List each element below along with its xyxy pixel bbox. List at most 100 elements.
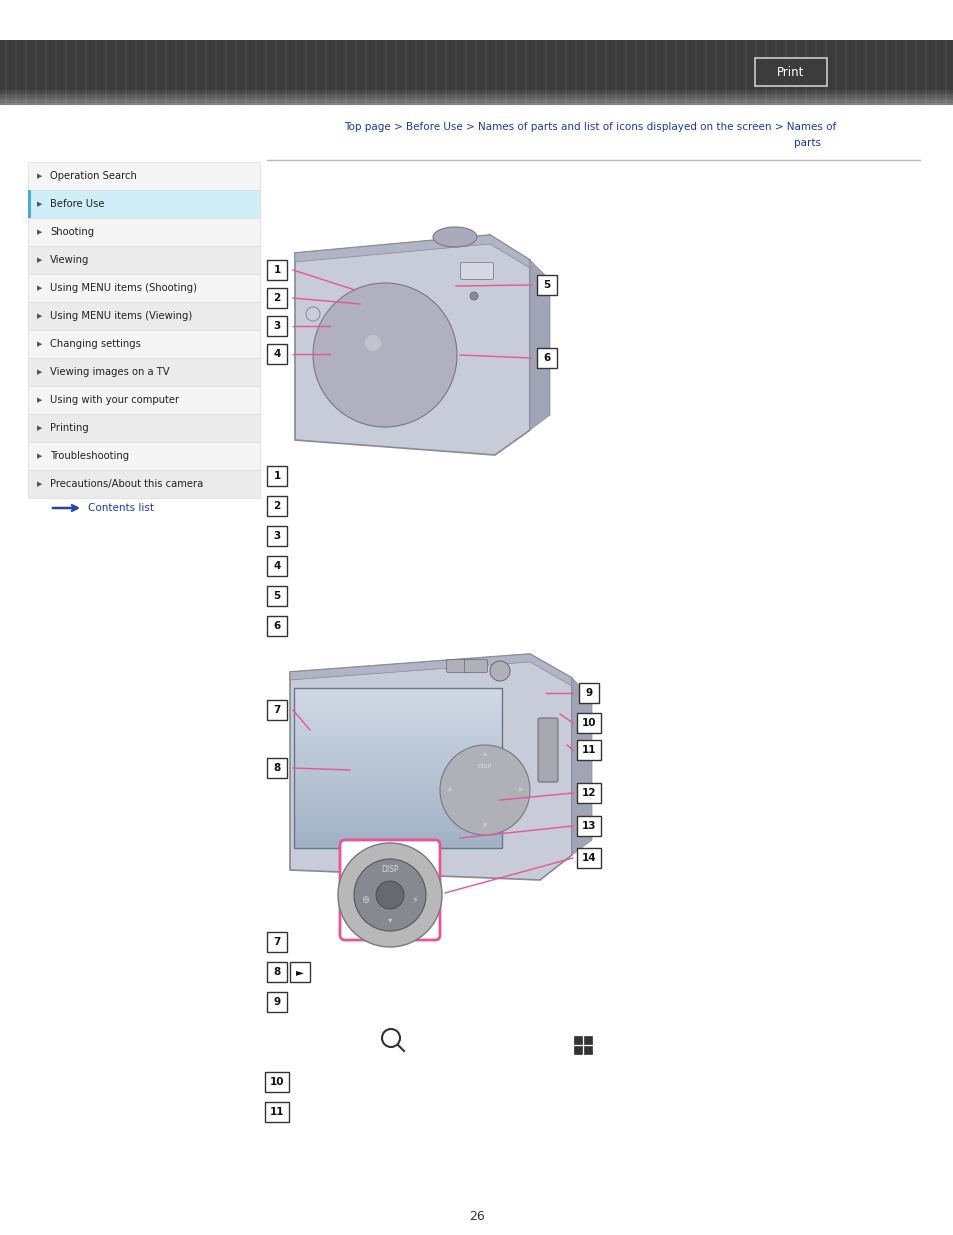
Bar bbox=[70, 40, 72, 105]
Bar bbox=[240, 40, 242, 105]
Text: 9: 9 bbox=[585, 688, 592, 698]
Polygon shape bbox=[530, 261, 550, 430]
Bar bbox=[744, 40, 747, 105]
Bar bbox=[939, 40, 942, 105]
Ellipse shape bbox=[433, 227, 476, 247]
Bar bbox=[574, 1046, 581, 1053]
Bar bbox=[10, 40, 12, 105]
Bar bbox=[814, 40, 817, 105]
Circle shape bbox=[490, 661, 510, 680]
Bar bbox=[609, 40, 612, 105]
Bar bbox=[294, 792, 501, 800]
Bar bbox=[75, 40, 77, 105]
Bar bbox=[834, 40, 837, 105]
Text: Precautions/About this camera: Precautions/About this camera bbox=[50, 479, 203, 489]
Text: 10: 10 bbox=[270, 1077, 284, 1087]
Text: ▶: ▶ bbox=[37, 369, 43, 375]
Bar bbox=[889, 40, 892, 105]
Bar bbox=[28, 219, 260, 246]
Bar bbox=[615, 40, 617, 105]
FancyBboxPatch shape bbox=[578, 683, 598, 703]
Text: ▶: ▶ bbox=[518, 788, 522, 793]
Bar bbox=[28, 358, 260, 387]
Bar bbox=[55, 40, 57, 105]
Bar bbox=[444, 40, 447, 105]
Bar bbox=[325, 40, 327, 105]
Text: 7: 7 bbox=[273, 705, 280, 715]
Circle shape bbox=[369, 338, 400, 370]
Text: ▶: ▶ bbox=[37, 480, 43, 487]
FancyBboxPatch shape bbox=[267, 992, 287, 1011]
Bar bbox=[170, 40, 172, 105]
Text: Viewing: Viewing bbox=[50, 254, 90, 266]
Text: 3: 3 bbox=[274, 321, 280, 331]
Bar bbox=[824, 40, 826, 105]
Text: 11: 11 bbox=[581, 745, 596, 755]
Bar bbox=[125, 40, 128, 105]
Polygon shape bbox=[294, 235, 530, 268]
Bar bbox=[105, 40, 108, 105]
Bar bbox=[35, 40, 37, 105]
FancyBboxPatch shape bbox=[267, 962, 287, 982]
Bar bbox=[424, 40, 427, 105]
Bar bbox=[504, 40, 507, 105]
Bar bbox=[0, 105, 953, 107]
Text: 8: 8 bbox=[274, 967, 280, 977]
FancyBboxPatch shape bbox=[339, 840, 439, 940]
FancyBboxPatch shape bbox=[265, 1102, 289, 1123]
Bar bbox=[894, 40, 897, 105]
Text: Print: Print bbox=[777, 65, 803, 79]
Bar bbox=[405, 40, 407, 105]
Bar bbox=[285, 40, 287, 105]
FancyBboxPatch shape bbox=[537, 348, 557, 368]
Bar bbox=[234, 40, 237, 105]
Bar bbox=[28, 246, 260, 274]
Bar bbox=[544, 40, 547, 105]
Bar bbox=[649, 40, 652, 105]
FancyBboxPatch shape bbox=[267, 261, 287, 280]
Circle shape bbox=[354, 860, 426, 931]
FancyBboxPatch shape bbox=[267, 758, 287, 778]
Bar bbox=[584, 40, 587, 105]
Bar bbox=[604, 40, 607, 105]
Bar bbox=[145, 40, 148, 105]
Bar bbox=[180, 40, 182, 105]
Bar bbox=[40, 40, 43, 105]
Bar bbox=[589, 40, 592, 105]
Bar bbox=[450, 40, 452, 105]
Bar bbox=[294, 704, 501, 713]
Bar bbox=[370, 40, 372, 105]
Bar bbox=[355, 40, 357, 105]
Text: 10: 10 bbox=[581, 718, 596, 727]
Text: Contents list: Contents list bbox=[88, 503, 153, 513]
Text: ▶: ▶ bbox=[37, 173, 43, 179]
FancyBboxPatch shape bbox=[290, 962, 310, 982]
Bar bbox=[539, 40, 542, 105]
Bar bbox=[0, 100, 953, 103]
FancyBboxPatch shape bbox=[460, 263, 493, 279]
Bar bbox=[495, 40, 497, 105]
FancyBboxPatch shape bbox=[267, 526, 287, 546]
Text: Shooting: Shooting bbox=[50, 227, 94, 237]
Bar bbox=[569, 40, 572, 105]
Bar bbox=[455, 40, 457, 105]
Text: DISP: DISP bbox=[381, 866, 398, 874]
Circle shape bbox=[375, 881, 403, 909]
Bar bbox=[290, 40, 293, 105]
Bar bbox=[225, 40, 227, 105]
Text: 3: 3 bbox=[274, 531, 280, 541]
FancyBboxPatch shape bbox=[537, 718, 558, 782]
Bar bbox=[794, 40, 797, 105]
Bar bbox=[28, 442, 260, 471]
Bar bbox=[464, 40, 467, 105]
Bar bbox=[210, 40, 213, 105]
Bar bbox=[800, 40, 801, 105]
Bar bbox=[499, 40, 502, 105]
Bar bbox=[270, 40, 273, 105]
Bar bbox=[579, 40, 582, 105]
Bar bbox=[695, 40, 697, 105]
Circle shape bbox=[378, 350, 391, 361]
FancyBboxPatch shape bbox=[267, 316, 287, 336]
Bar bbox=[854, 40, 857, 105]
Text: 8: 8 bbox=[274, 763, 280, 773]
